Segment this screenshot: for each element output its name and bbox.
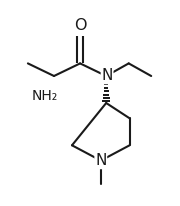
Text: NH₂: NH₂ (32, 89, 58, 103)
Text: O: O (74, 18, 86, 33)
Text: N: N (101, 69, 113, 83)
Text: N: N (95, 153, 107, 169)
